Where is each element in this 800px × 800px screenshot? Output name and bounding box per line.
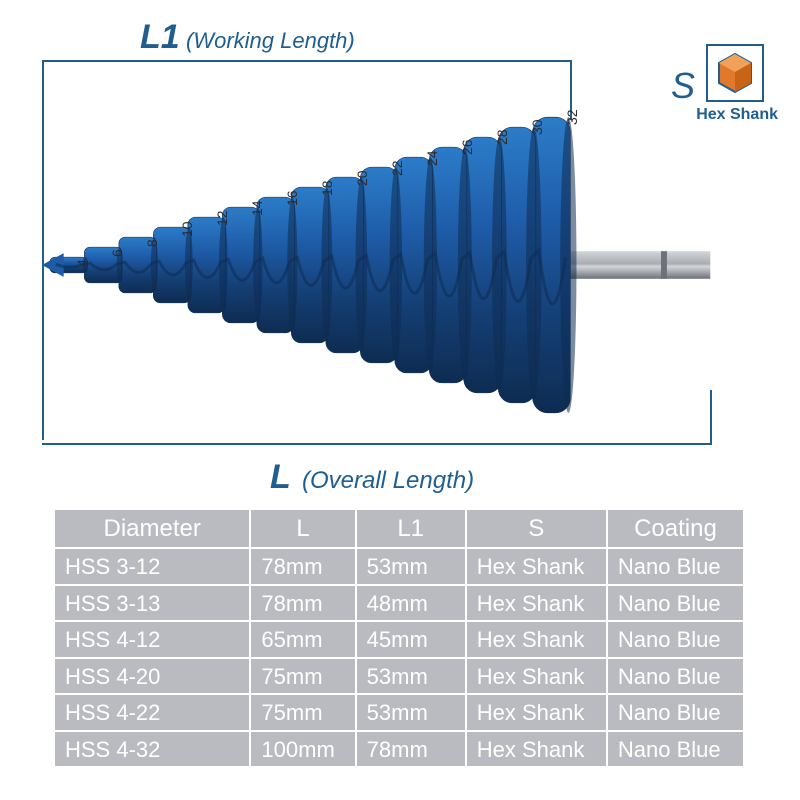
step-size-label: 20 (354, 170, 370, 186)
l-sublabel: (Overall Length) (302, 467, 474, 495)
table-cell: 65mm (251, 622, 354, 657)
diagram-area: L1 (Working Length) L (Overall Length) S… (0, 0, 800, 505)
step-size-label: 32 (564, 109, 580, 125)
spec-table: DiameterLL1SCoating HSS 3-1278mm53mmHex … (53, 508, 745, 768)
table-cell: 75mm (251, 695, 354, 730)
l1-sublabel: (Working Length) (186, 28, 355, 54)
table-cell: Hex Shank (467, 695, 606, 730)
step-size-label: 10 (179, 221, 195, 237)
table-row: HSS 4-1265mm45mmHex ShankNano Blue (55, 622, 743, 657)
step-size-label: 16 (284, 191, 300, 207)
table-row: HSS 4-2275mm53mmHex ShankNano Blue (55, 695, 743, 730)
step-size-label: 14 (249, 201, 265, 217)
table-header: S (467, 510, 606, 547)
step-size-label: 12 (214, 211, 230, 227)
table-cell: Nano Blue (608, 695, 743, 730)
table-cell: Hex Shank (467, 732, 606, 767)
step-size-label: 30 (529, 120, 545, 136)
table-cell: HSS 4-22 (55, 695, 249, 730)
table-row: HSS 4-32100mm78mmHex ShankNano Blue (55, 732, 743, 767)
dim-l1-line (42, 60, 572, 62)
table-cell: Hex Shank (467, 549, 606, 584)
table-cell: Nano Blue (608, 549, 743, 584)
l1-label: L1 (140, 18, 180, 57)
table-cell: 78mm (251, 586, 354, 621)
table-cell: 78mm (251, 549, 354, 584)
table-cell: Nano Blue (608, 622, 743, 657)
hex-shank-icon (706, 44, 764, 102)
table-cell: Nano Blue (608, 732, 743, 767)
table-cell: 78mm (357, 732, 465, 767)
step-size-label: 8 (144, 239, 160, 247)
table-cell: Hex Shank (467, 622, 606, 657)
table-cell: 53mm (357, 695, 465, 730)
l-label: L (270, 458, 291, 497)
step-size-label: 24 (424, 150, 440, 166)
dim-l-line (42, 443, 712, 445)
drill-illustration (40, 95, 730, 435)
table-header: Diameter (55, 510, 249, 547)
table-cell: 48mm (357, 586, 465, 621)
table-cell: HSS 3-13 (55, 586, 249, 621)
table-cell: 53mm (357, 549, 465, 584)
table-cell: HSS 4-20 (55, 659, 249, 694)
step-size-label: 6 (109, 249, 125, 257)
table-cell: HSS 3-12 (55, 549, 249, 584)
table-cell: Hex Shank (467, 586, 606, 621)
table-cell: 45mm (357, 622, 465, 657)
table-cell: HSS 4-12 (55, 622, 249, 657)
table-cell: Hex Shank (467, 659, 606, 694)
step-size-label: 4 (74, 259, 90, 267)
table-header: L1 (357, 510, 465, 547)
step-size-label: 18 (319, 180, 335, 196)
step-size-label: 28 (494, 130, 510, 146)
table-row: HSS 3-1378mm48mmHex ShankNano Blue (55, 586, 743, 621)
table-header: Coating (608, 510, 743, 547)
table-cell: 75mm (251, 659, 354, 694)
table-cell: Nano Blue (608, 659, 743, 694)
table-cell: Nano Blue (608, 586, 743, 621)
table-cell: HSS 4-32 (55, 732, 249, 767)
table-row: HSS 3-1278mm53mmHex ShankNano Blue (55, 549, 743, 584)
step-size-label: 22 (389, 160, 405, 176)
step-size-label: 26 (459, 140, 475, 156)
table-row: HSS 4-2075mm53mmHex ShankNano Blue (55, 659, 743, 694)
table-cell: 100mm (251, 732, 354, 767)
table-cell: 53mm (357, 659, 465, 694)
table-header: L (251, 510, 354, 547)
